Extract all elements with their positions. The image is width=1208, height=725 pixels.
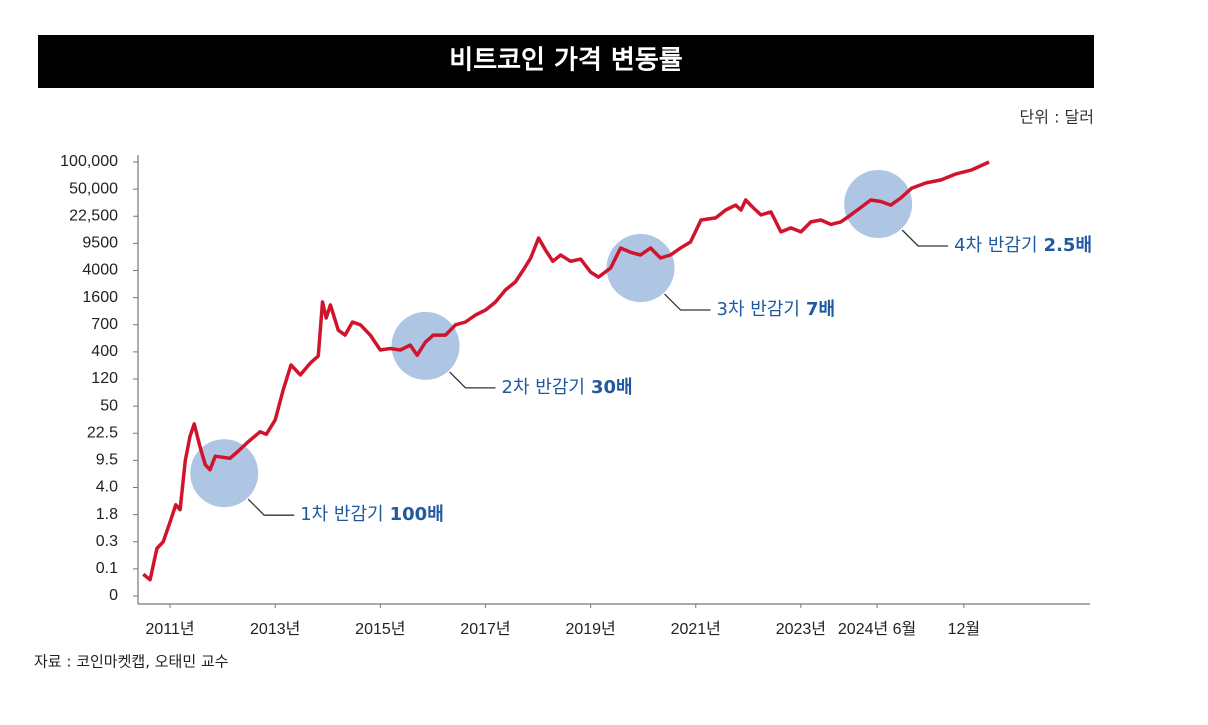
x-tick-label: 2015년 <box>355 620 405 638</box>
halving-text: 2차 반감기 <box>502 377 585 398</box>
halving-highlight <box>391 311 460 380</box>
title-bar <box>38 35 1094 88</box>
x-tick-label: 12월 <box>948 620 981 638</box>
x-tick-label: 2013년 <box>250 620 300 638</box>
halving-multiple: 2.5배 <box>1044 235 1092 256</box>
y-tick-label: 22,500 <box>69 207 118 224</box>
price-line <box>142 160 990 582</box>
halving-highlight <box>844 170 913 239</box>
y-tick-label: 100,000 <box>60 153 118 170</box>
halving-multiple: 7배 <box>806 299 835 320</box>
x-tick-label: 2024년 6월 <box>838 620 916 638</box>
x-tick-label: 2017년 <box>460 620 510 638</box>
y-tick-label: 0 <box>109 587 118 604</box>
halving-multiple: 100배 <box>390 504 444 525</box>
y-tick-label: 400 <box>91 343 118 360</box>
halving-text: 3차 반감기 <box>717 299 800 320</box>
y-tick-label: 700 <box>91 316 118 333</box>
y-tick-label: 50 <box>100 397 118 414</box>
y-tick-label: 22.5 <box>87 424 118 441</box>
leader-line <box>901 229 949 247</box>
y-tick-label: 9500 <box>82 235 118 252</box>
y-tick-label: 50,000 <box>69 180 118 197</box>
y-tick-label: 4.0 <box>96 479 118 496</box>
y-tick-label: 1.8 <box>96 506 118 523</box>
x-tick-label: 2011년 <box>145 620 194 638</box>
halving-label: 1차 반감기 100배 <box>300 504 444 525</box>
x-tick-label: 2019년 <box>565 620 615 638</box>
chart-title: 비트코인 가격 변동률 <box>449 46 682 76</box>
halving-highlight <box>190 439 259 508</box>
y-tick-label: 9.5 <box>96 452 118 469</box>
halving-label: 3차 반감기 7배 <box>717 299 836 320</box>
leader-line <box>449 371 496 389</box>
y-tick-label: 0.1 <box>96 560 118 577</box>
leader-line <box>247 498 295 516</box>
halving-text: 1차 반감기 <box>300 504 383 525</box>
y-tick-label: 1600 <box>82 289 118 306</box>
source: 자료 : 코인마켓캡, 오태민 교수 <box>34 653 229 671</box>
halving-text: 4차 반감기 <box>954 235 1037 256</box>
halving-label: 2차 반감기 30배 <box>502 377 633 398</box>
x-tick-label: 2023년 <box>776 620 826 638</box>
halving-multiple: 30배 <box>591 377 633 398</box>
x-tick-label: 2021년 <box>671 620 721 638</box>
y-tick-label: 0.3 <box>96 533 118 550</box>
halving-highlight <box>606 234 675 303</box>
y-tick-label: 4000 <box>82 262 118 279</box>
y-tick-label: 120 <box>91 370 118 387</box>
leader-line <box>664 293 711 311</box>
halving-label: 4차 반감기 2.5배 <box>954 235 1092 256</box>
unit-label: 단위 : 달러 <box>1020 108 1094 127</box>
